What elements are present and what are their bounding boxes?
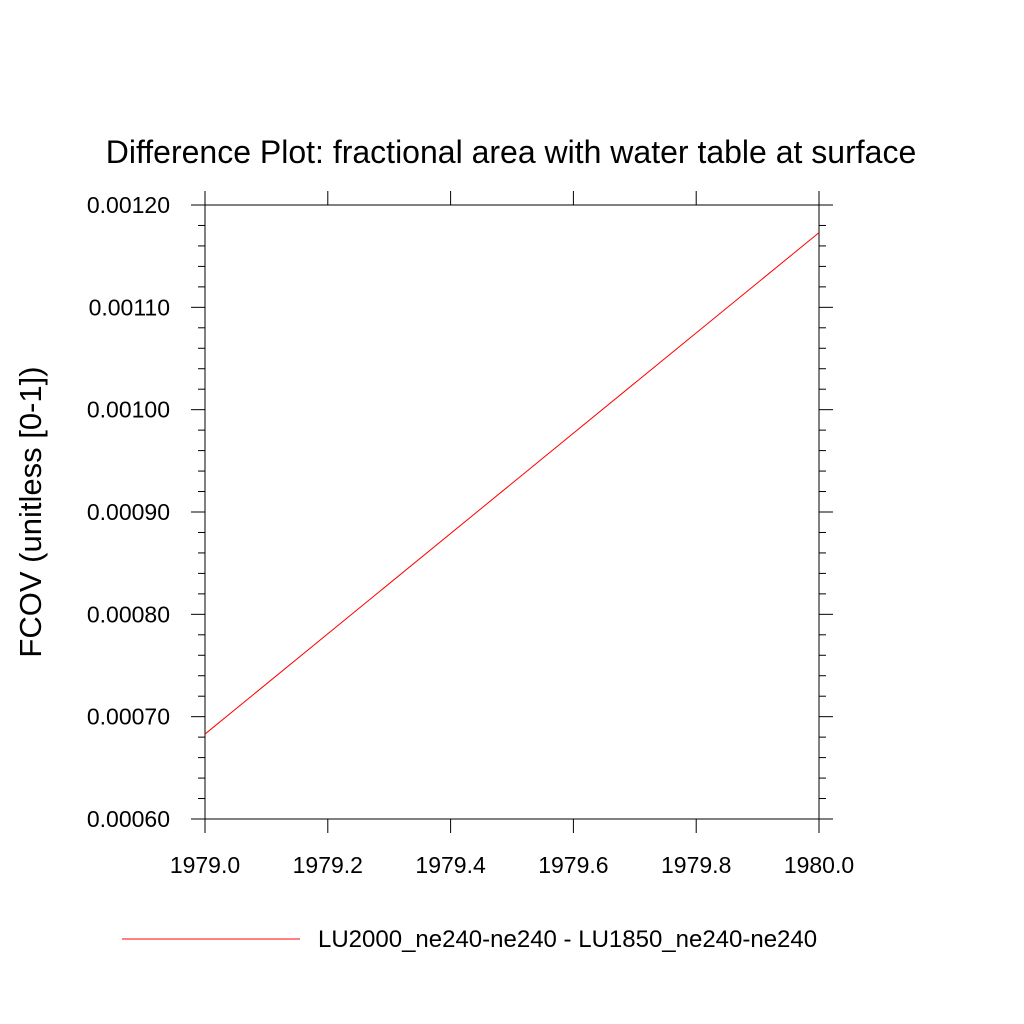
x-tick-label: 1979.6 <box>538 852 608 878</box>
y-axis-label: FCOV (unitless [0-1]) <box>13 366 48 657</box>
y-tick-label: 0.00080 <box>87 601 170 627</box>
y-tick-label: 0.00070 <box>87 704 170 730</box>
legend: LU2000_ne240-ne240 - LU1850_ne240-ne240 <box>122 926 817 953</box>
chart-title: Difference Plot: fractional area with wa… <box>106 134 916 170</box>
plot-frame <box>204 204 820 820</box>
x-tick-label: 1979.2 <box>293 852 363 878</box>
y-tick-labels: 0.00060 0.00070 0.00080 0.00090 0.00100 0.001… <box>87 192 170 832</box>
axis-ticks <box>191 191 833 833</box>
y-tick-label: 0.00060 <box>87 806 170 832</box>
legend-label: LU2000_ne240-ne240 - LU1850_ne240-ne240 <box>318 926 817 953</box>
x-tick-label: 1979.4 <box>415 852 486 878</box>
y-tick-label: 0.00090 <box>87 499 170 525</box>
data-series <box>204 232 820 735</box>
y-tick-label: 0.00110 <box>89 294 170 320</box>
x-tick-label: 1980.0 <box>784 852 854 878</box>
x-tick-label: 1979.8 <box>661 852 731 878</box>
x-tick-label: 1979.0 <box>170 852 240 878</box>
x-tick-labels: 1979.0 1979.2 1979.4 1979.6 1979.8 1980.0 <box>170 852 854 878</box>
y-tick-label: 0.00100 <box>87 397 170 423</box>
series-line-0 <box>204 232 820 735</box>
y-tick-label: 0.00120 <box>87 192 170 218</box>
